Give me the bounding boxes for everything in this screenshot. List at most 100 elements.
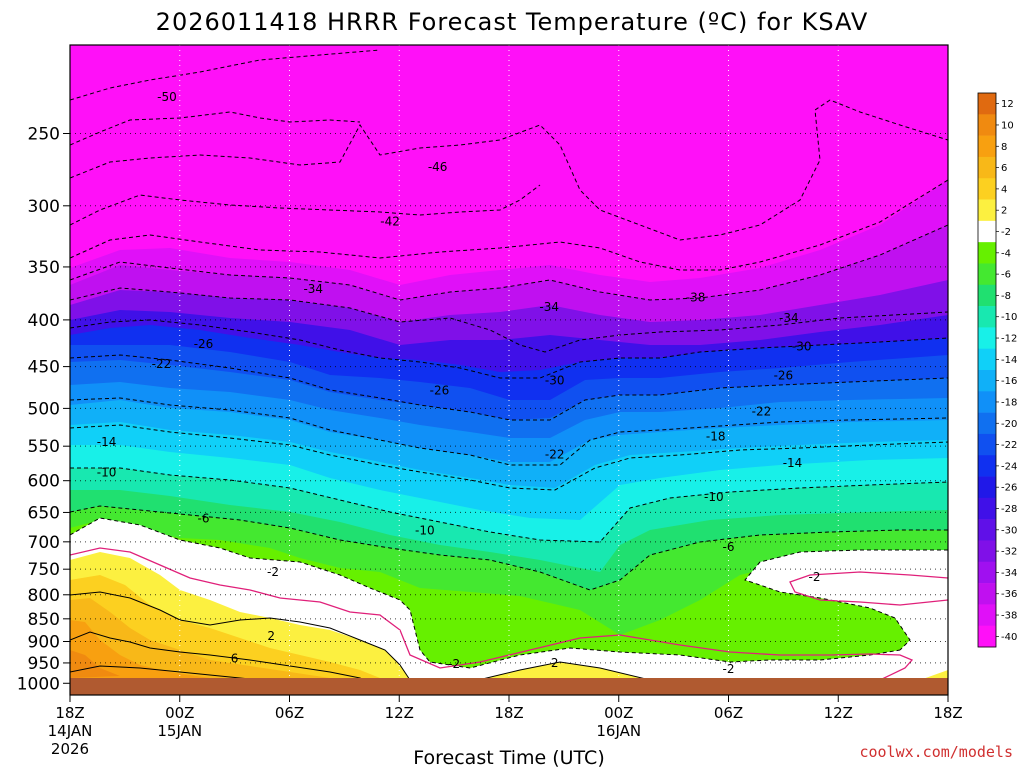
colorbar-label: -10 bbox=[1001, 312, 1017, 323]
colorbar-swatch bbox=[978, 476, 996, 499]
x-tick-label: 18Z bbox=[933, 704, 962, 722]
y-axis: 2503003504004505005506006507007508008509… bbox=[17, 124, 70, 694]
colorbar-label: -34 bbox=[1001, 568, 1017, 579]
x-tick-label: 00Z bbox=[165, 704, 194, 722]
colorbar-label: -30 bbox=[1001, 525, 1017, 536]
y-tick-label: 350 bbox=[28, 258, 60, 278]
isotherm-label: -22 bbox=[752, 405, 772, 419]
y-tick-label: 750 bbox=[28, 560, 60, 580]
isotherm-plus-6 bbox=[70, 631, 381, 689]
isotherm-minus-50b bbox=[70, 111, 361, 146]
colorbar-swatch bbox=[978, 93, 996, 115]
isotherm-label: -2 bbox=[723, 662, 735, 676]
colorbar-swatch bbox=[978, 306, 996, 328]
colorbar-label: -14 bbox=[1001, 355, 1017, 366]
colorbar-swatch bbox=[978, 327, 996, 349]
colorbar-swatch bbox=[978, 433, 996, 456]
x-tick-sublabel: 14JAN bbox=[48, 722, 93, 740]
colorbar-label: -32 bbox=[1001, 547, 1017, 558]
grid bbox=[70, 45, 948, 695]
isotherm-label: 6 bbox=[231, 652, 239, 666]
y-tick-label: 650 bbox=[28, 503, 60, 523]
isotherm-label: 2 bbox=[267, 629, 275, 643]
colorbar-swatch bbox=[978, 412, 996, 435]
x-tick-label: 18Z bbox=[55, 704, 84, 722]
surface-strip bbox=[70, 678, 948, 695]
colorbar-swatch bbox=[978, 156, 996, 179]
isotherm-label: -38 bbox=[686, 290, 706, 304]
y-tick-label: 900 bbox=[28, 632, 60, 652]
y-tick-label: 250 bbox=[28, 124, 60, 144]
plot-area bbox=[70, 45, 948, 695]
isotherm-minus-38 bbox=[70, 179, 948, 271]
y-tick-label: 550 bbox=[28, 437, 60, 457]
x-tick-label: 18Z bbox=[494, 704, 523, 722]
isotherm-minus-34 bbox=[70, 224, 948, 301]
y-tick-label: 500 bbox=[28, 399, 60, 419]
colorbar-label: -8 bbox=[1001, 291, 1011, 302]
isotherm-label: 2 bbox=[551, 656, 559, 670]
colorbar-label: 12 bbox=[1001, 99, 1014, 110]
colorbar-swatch bbox=[978, 497, 996, 520]
isotherm-minus-18 bbox=[70, 397, 948, 466]
y-tick-label: 400 bbox=[28, 311, 60, 331]
colorbar-label: -20 bbox=[1001, 419, 1017, 430]
colorbar-label: 4 bbox=[1001, 184, 1007, 195]
colorbar-swatch bbox=[978, 135, 996, 158]
colorbar-swatch bbox=[978, 263, 996, 286]
colorbar-label: -4 bbox=[1001, 248, 1011, 259]
colorbar-swatch bbox=[978, 178, 996, 200]
colorbar-swatch bbox=[978, 519, 996, 541]
isotherm-label: -30 bbox=[792, 340, 812, 354]
y-tick-label: 600 bbox=[28, 472, 60, 492]
isotherm-label: -10 bbox=[97, 466, 117, 480]
y-tick-label: 450 bbox=[28, 358, 60, 378]
colorbar-swatch bbox=[978, 540, 996, 563]
isotherm-label: -2 bbox=[267, 565, 279, 579]
colorbar-swatch bbox=[978, 242, 996, 264]
isotherm-label: -22 bbox=[152, 357, 172, 371]
band-warm-8-plus bbox=[70, 620, 260, 684]
colorbar-label: 2 bbox=[1001, 206, 1007, 217]
x-tick-label: 06Z bbox=[714, 704, 743, 722]
colorbar-label: -24 bbox=[1001, 461, 1017, 472]
band-warm-10-plus bbox=[70, 650, 120, 678]
colorbar-label: -28 bbox=[1001, 504, 1017, 515]
isotherm-minus-30 bbox=[70, 287, 948, 353]
isotherm-label: -46 bbox=[428, 160, 448, 174]
colorbar-label: -6 bbox=[1001, 270, 1011, 281]
colorbar-label: -12 bbox=[1001, 334, 1017, 345]
isotherm-label: -34 bbox=[539, 300, 559, 314]
colorbar-label: -36 bbox=[1001, 589, 1017, 600]
colorbar-swatch bbox=[978, 625, 996, 648]
isotherm-minus-2 bbox=[70, 517, 901, 669]
isotherm-label: -34 bbox=[779, 311, 799, 325]
y-tick-label: 850 bbox=[28, 610, 60, 630]
colorbar-label: -40 bbox=[1001, 632, 1017, 643]
x-tick-sublabel: 2026 bbox=[51, 740, 89, 758]
isotherm-minus-26 bbox=[70, 319, 948, 379]
colorbar-label: -26 bbox=[1001, 483, 1017, 494]
x-tick-label: 06Z bbox=[275, 704, 304, 722]
isotherm-minus-50 bbox=[70, 49, 381, 101]
colorbar-swatch bbox=[978, 114, 996, 136]
colorbar-label: -16 bbox=[1001, 376, 1017, 387]
y-tick-label: 700 bbox=[28, 533, 60, 553]
chart-title: 2026011418 HRRR Forecast Temperature (ºC… bbox=[156, 8, 869, 36]
isotherm-label: -18 bbox=[706, 430, 726, 444]
x-tick-sublabel: 16JAN bbox=[596, 722, 641, 740]
isotherm-label: -10 bbox=[415, 523, 435, 537]
x-tick-label: 12Z bbox=[385, 704, 414, 722]
colorbar-swatch bbox=[978, 391, 996, 413]
colorbar-label: -22 bbox=[1001, 440, 1017, 451]
colorbar-swatch bbox=[978, 199, 996, 222]
colorbar: 12 10 8 6 4 2 -2 -4 -6 -8 -10 -12 -14 -16 -18 -20 -22 -24… bbox=[977, 92, 1017, 648]
colorbar-swatch bbox=[978, 220, 996, 243]
colorbar-swatch bbox=[978, 348, 996, 371]
isotherm-minus-2-east bbox=[744, 549, 948, 651]
isotherm-label: -2 bbox=[448, 657, 460, 671]
isotherm-label: -10 bbox=[704, 490, 724, 504]
colorbar-label: -38 bbox=[1001, 611, 1017, 622]
